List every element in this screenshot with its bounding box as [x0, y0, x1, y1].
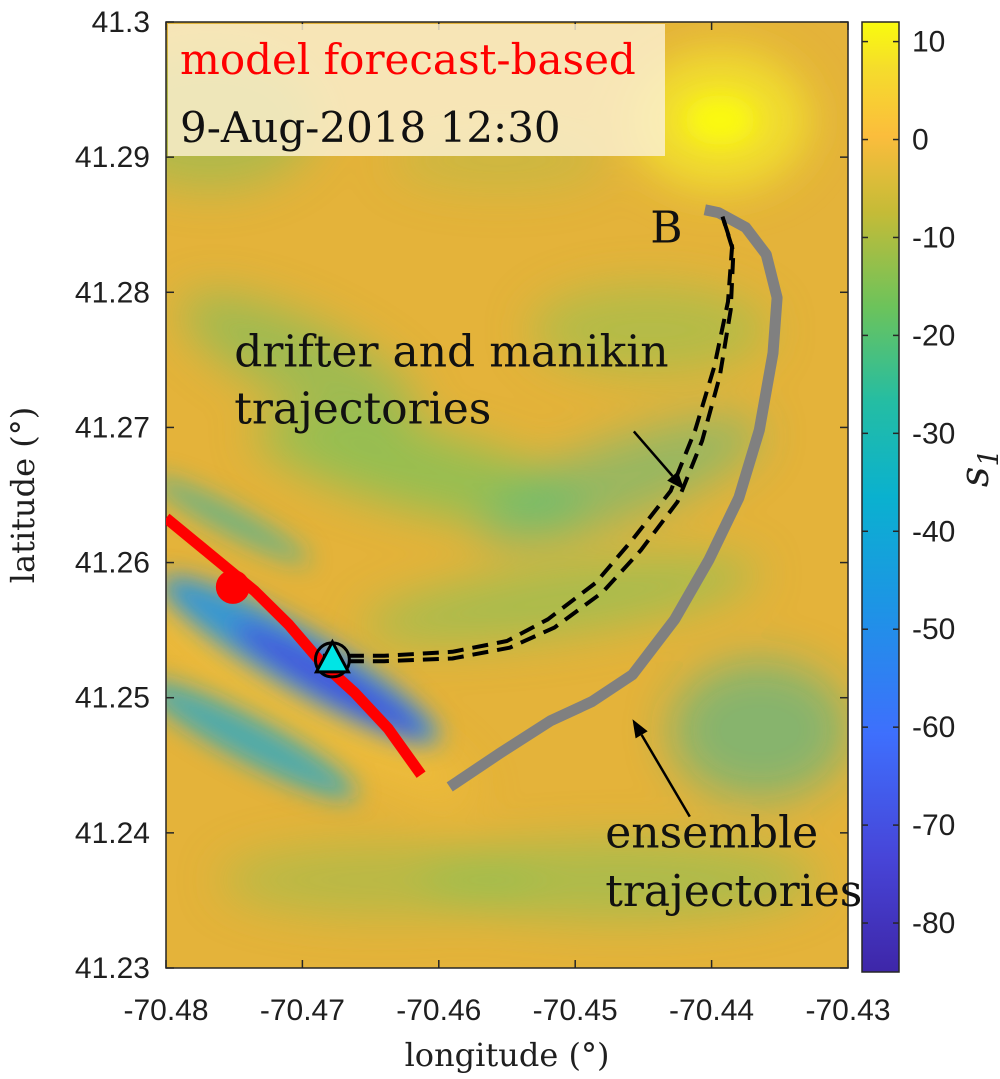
drifter-arrow [632, 430, 685, 490]
x-tick-label: -70.48 [123, 994, 208, 1027]
forecast-trajectory-line [166, 513, 426, 778]
colorbar-tick-label: -30 [912, 417, 955, 450]
title-box: model forecast-based 9-Aug-2018 12:30 [168, 24, 665, 156]
title-line-2: 9-Aug-2018 12:30 [180, 103, 561, 152]
colorbar-tick-label: 0 [912, 124, 929, 157]
ensemble-arrow-head [632, 719, 648, 739]
x-tick-label: -70.44 [669, 994, 754, 1027]
drifter-arrow-shaft [632, 430, 674, 477]
red-start-dot [215, 569, 250, 604]
label-b: B [650, 202, 682, 253]
colorbar-tick-label: -20 [912, 319, 955, 352]
ensemble-arrow [632, 719, 691, 818]
colorbar-gradient [861, 21, 900, 973]
y-tick-label: 41.23 [75, 952, 150, 985]
colorbar-tick-label: -50 [912, 613, 955, 646]
x-tick-label: -70.47 [260, 994, 345, 1027]
ensemble-trajectory-line [446, 204, 783, 792]
ensemble-label-line2: trajectories [605, 866, 862, 917]
title-line-1: model forecast-based [180, 35, 636, 84]
colorbar-tick-label: -60 [912, 711, 955, 744]
ensemble-arrow-shaft [640, 734, 691, 818]
colorbar-tick-label: -40 [912, 515, 955, 548]
colorbar: 10 0 -10 -20 -30 -40 -50 -60 -70 -80 s1 [861, 21, 1000, 973]
x-axis-label: longitude (°) [405, 1036, 610, 1074]
x-tick-label: -70.46 [396, 994, 481, 1027]
trajectories [166, 204, 783, 792]
drifter-trajectory-line [322, 215, 735, 658]
y-tick-label: 41.27 [75, 411, 150, 444]
x-ticks: -70.48 -70.47 -70.46 -70.45 -70.44 -70.43 [123, 22, 891, 1027]
drifter-label-line1: drifter and manikin [234, 327, 668, 378]
drifter-label-line2: trajectories [234, 383, 491, 434]
plot-frame [165, 21, 849, 969]
y-tick-label: 41.24 [75, 817, 150, 850]
y-tick-label: 41.25 [75, 682, 150, 715]
y-tick-label: 41.26 [75, 547, 150, 580]
x-tick-label: -70.45 [533, 994, 618, 1027]
manikin-trajectory-line [322, 216, 736, 664]
triangle-marker [313, 638, 351, 674]
y-tick-label: 41.29 [75, 141, 150, 174]
y-axis-label: latitude (°) [4, 407, 42, 583]
x-tick-label: -70.43 [805, 994, 890, 1027]
colorbar-tick-label: -80 [912, 907, 955, 940]
drifter-arrow-head [667, 471, 685, 490]
colorbar-label: s1 [952, 449, 1000, 487]
colorbar-tick-label: -70 [912, 809, 955, 842]
ensemble-label-line1: ensemble [605, 808, 818, 859]
y-ticks: 41.23 41.24 41.25 41.26 41.27 41.28 41.29 41.3 [75, 6, 848, 985]
y-tick-label: 41.28 [75, 276, 150, 309]
colorbar-tick-label: -10 [912, 221, 955, 254]
y-tick-label: 41.3 [92, 6, 150, 39]
colorbar-tick-label: 10 [912, 26, 945, 59]
colorbar-ticks: 10 0 -10 -20 -30 -40 -50 -60 -70 -80 [862, 26, 955, 940]
